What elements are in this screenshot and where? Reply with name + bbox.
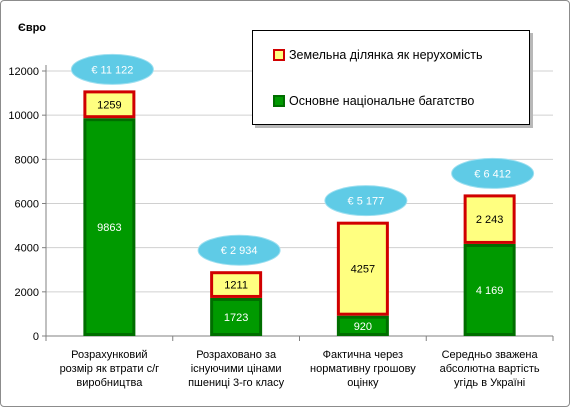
y-tick-label: 2000 (15, 287, 39, 299)
total-label: € 5 177 (348, 196, 385, 208)
total-label: € 2 934 (221, 245, 258, 257)
legend-label-national-wealth: Основне національне багатство (289, 94, 475, 108)
legend-item-national-wealth: Основне національне багатство (273, 94, 474, 108)
data-label-land-parcel: 1259 (97, 99, 121, 111)
y-tick-label: 6000 (15, 199, 39, 211)
legend: Земельна ділянка як нерухомість Основне … (252, 30, 530, 125)
bar-segment-national-wealth (210, 297, 263, 336)
total-bubble (197, 234, 281, 266)
legend-label-land-parcel: Земельна ділянка як нерухомість (289, 48, 483, 62)
legend-swatch-land-parcel (273, 49, 285, 61)
data-label-land-parcel: 2 243 (476, 214, 504, 226)
bar-segment-land-parcel (463, 194, 516, 244)
x-category-label: Середньо зважена (442, 349, 539, 361)
x-category-label: існуючими цінами (191, 363, 282, 375)
bar-segment-national-wealth (463, 243, 516, 336)
x-category-label: оцінку (347, 377, 379, 389)
bar-segment-national-wealth (336, 315, 389, 336)
y-tick-label: 0 (33, 331, 39, 343)
data-label-national-wealth: 1723 (224, 312, 248, 324)
x-category-label: розмір як втрати с/г (60, 363, 160, 375)
total-label: € 6 412 (474, 168, 511, 180)
y-tick-label: 8000 (15, 154, 39, 166)
data-label-land-parcel: 4257 (351, 264, 375, 276)
x-category-label: пшениці 3-го класу (188, 377, 285, 389)
total-bubble (70, 53, 154, 85)
bar-segment-land-parcel (210, 271, 263, 298)
bar-segment-land-parcel (83, 90, 136, 119)
y-tick-label: 10000 (8, 110, 39, 122)
total-bubble (324, 185, 408, 217)
x-category-label: Розрахунковий (71, 349, 147, 361)
y-axis-unit-label: Євро (18, 22, 46, 34)
x-category-label: виробництва (76, 377, 143, 389)
x-category-label: угідь в Україні (454, 377, 525, 389)
x-category-label: абсолютна вартість (440, 363, 540, 375)
data-label-land-parcel: 1211 (224, 280, 248, 292)
bar-segment-national-wealth (83, 118, 136, 337)
total-label: € 11 122 (91, 64, 133, 76)
x-category-label: Розраховано за (196, 349, 277, 361)
data-label-national-wealth: 4 169 (476, 285, 504, 297)
x-category-label: Фактична через (323, 349, 403, 361)
x-category-label: нормативну грошову (310, 363, 416, 375)
bar-segment-land-parcel (336, 221, 389, 316)
legend-item-land-parcel: Земельна ділянка як нерухомість (273, 48, 483, 62)
data-label-national-wealth: 9863 (97, 222, 121, 234)
total-bubble (451, 157, 535, 189)
legend-swatch-national-wealth (273, 95, 285, 107)
y-tick-label: 12000 (8, 66, 39, 78)
data-label-national-wealth: 920 (354, 321, 372, 333)
y-tick-label: 4000 (15, 243, 39, 255)
